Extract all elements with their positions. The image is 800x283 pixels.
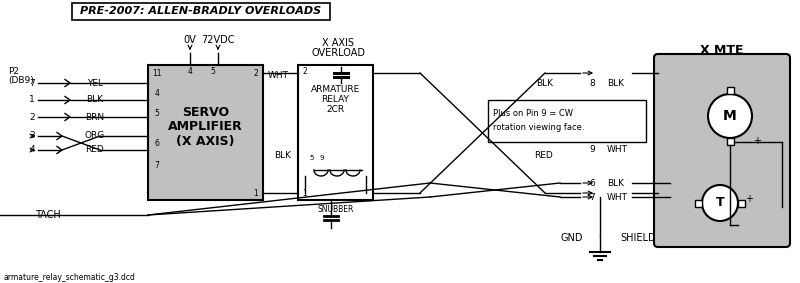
Bar: [72, 3, 330, 20]
Text: 4: 4: [187, 68, 193, 76]
Text: 6: 6: [154, 138, 159, 147]
Text: BLK: BLK: [274, 151, 291, 160]
Text: ARMATURE: ARMATURE: [311, 85, 360, 95]
Text: GND: GND: [561, 233, 583, 243]
Circle shape: [702, 185, 738, 221]
Text: 6: 6: [589, 179, 595, 188]
Text: +: +: [754, 136, 762, 146]
Text: 2: 2: [302, 68, 307, 76]
Text: 5: 5: [310, 155, 314, 161]
Text: 2CR: 2CR: [326, 106, 345, 115]
Text: X AXIS: X AXIS: [322, 38, 354, 48]
Text: AMPLIFIER: AMPLIFIER: [168, 121, 243, 134]
Text: 5: 5: [154, 108, 159, 117]
Text: rotation viewing face.: rotation viewing face.: [493, 123, 585, 132]
Text: (X AXIS): (X AXIS): [176, 134, 234, 147]
Text: YEL: YEL: [87, 78, 103, 87]
Text: 1: 1: [254, 188, 258, 198]
Text: 4: 4: [29, 145, 35, 155]
Text: 2: 2: [254, 68, 258, 78]
Text: RED: RED: [86, 145, 104, 155]
FancyBboxPatch shape: [654, 54, 790, 247]
Text: BLK: BLK: [86, 95, 103, 104]
Text: 2: 2: [29, 113, 35, 121]
Text: BLK: BLK: [607, 78, 624, 87]
Text: TACH: TACH: [35, 210, 61, 220]
Bar: [298, 65, 373, 200]
Text: SERVO: SERVO: [182, 106, 229, 119]
Text: 1: 1: [29, 95, 35, 104]
Text: +: +: [745, 194, 753, 204]
Bar: [488, 100, 646, 142]
Text: RED: RED: [534, 151, 553, 160]
Text: 0V: 0V: [184, 35, 196, 45]
Text: 1: 1: [302, 188, 307, 198]
Bar: [695, 200, 702, 207]
Text: Plus on Pin 9 = CW: Plus on Pin 9 = CW: [493, 108, 573, 117]
Text: WHT: WHT: [607, 145, 628, 155]
Text: 3: 3: [29, 132, 35, 140]
Text: PRE-2007: ALLEN-BRADLY OVERLOADS: PRE-2007: ALLEN-BRADLY OVERLOADS: [81, 7, 322, 16]
Text: 9: 9: [320, 155, 324, 161]
Text: 7: 7: [29, 78, 35, 87]
Text: 8: 8: [589, 78, 595, 87]
Text: P2: P2: [8, 68, 19, 76]
Text: M: M: [723, 109, 737, 123]
Text: BRN: BRN: [86, 113, 105, 121]
Text: WHT: WHT: [607, 192, 628, 201]
Text: SNUBBER: SNUBBER: [318, 205, 354, 213]
Text: X MTE: X MTE: [700, 44, 744, 57]
Text: WHT: WHT: [267, 70, 289, 80]
Text: OVERLOAD: OVERLOAD: [311, 48, 365, 58]
Text: 5: 5: [210, 68, 215, 76]
Text: 7: 7: [154, 160, 159, 170]
Text: BLK: BLK: [607, 179, 624, 188]
Bar: [726, 138, 734, 145]
Text: 72VDC: 72VDC: [202, 35, 234, 45]
Text: RELAY: RELAY: [322, 95, 350, 104]
Text: 11: 11: [152, 68, 162, 78]
Text: (DB9): (DB9): [8, 76, 34, 85]
Circle shape: [708, 94, 752, 138]
Bar: [738, 200, 745, 207]
Text: 9: 9: [589, 145, 595, 155]
Text: armature_relay_schematic_g3.dcd: armature_relay_schematic_g3.dcd: [4, 273, 136, 282]
Text: BLK: BLK: [536, 78, 553, 87]
Text: 7: 7: [589, 192, 595, 201]
Text: ORG: ORG: [85, 132, 105, 140]
Bar: [726, 87, 734, 94]
Text: T: T: [716, 196, 724, 209]
Text: SHIELD: SHIELD: [620, 233, 656, 243]
Text: 4: 4: [154, 89, 159, 98]
Bar: [148, 65, 263, 200]
